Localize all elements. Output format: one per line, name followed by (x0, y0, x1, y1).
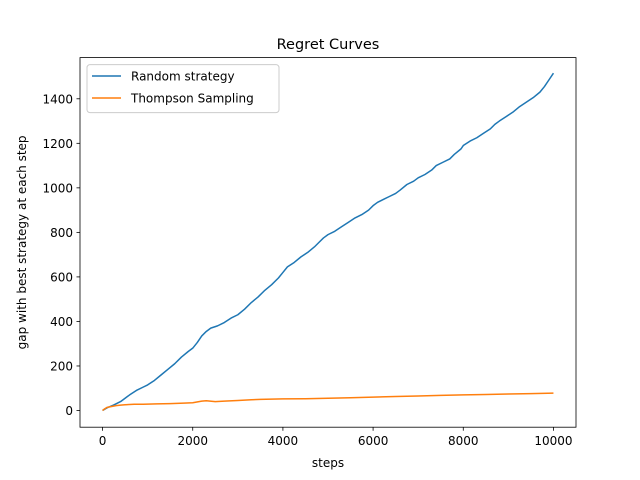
x-tick-label: 0 (99, 434, 107, 448)
x-axis-label: steps (312, 456, 344, 470)
x-tick-label: 6000 (358, 434, 389, 448)
x-axis-ticks: 0 2000 4000 6000 8000 10000 (99, 427, 573, 448)
legend-box (86, 64, 280, 114)
y-axis-label: gap with best strategy at each step (15, 135, 29, 349)
x-tick-label: 4000 (268, 434, 299, 448)
y-tick-label: 1000 (42, 181, 73, 195)
y-tick-label: 400 (50, 315, 73, 329)
legend-label-1: Random strategy (131, 70, 235, 84)
series-line-2 (102, 392, 554, 412)
x-tick-label: 2000 (177, 434, 208, 448)
series-line-1 (102, 72, 555, 412)
y-tick-label: 1400 (42, 92, 73, 106)
y-tick-label: 1200 (42, 137, 73, 151)
chart-title: Regret Curves (277, 37, 380, 53)
legend: Random strategy Thompson Sampling (86, 64, 280, 114)
x-tick-label: 8000 (448, 434, 479, 448)
plot-frame (79, 57, 577, 428)
y-tick-label: 600 (50, 270, 73, 284)
legend-label-2: Thompson Sampling (130, 92, 254, 106)
y-tick-label: 200 (50, 359, 73, 373)
x-tick-label: 10000 (534, 434, 572, 448)
y-axis-ticks: 0 200 400 600 800 1000 1200 1400 (42, 92, 80, 418)
series-layer (102, 72, 555, 412)
y-tick-label: 0 (65, 404, 73, 418)
y-tick-label: 800 (50, 226, 73, 240)
